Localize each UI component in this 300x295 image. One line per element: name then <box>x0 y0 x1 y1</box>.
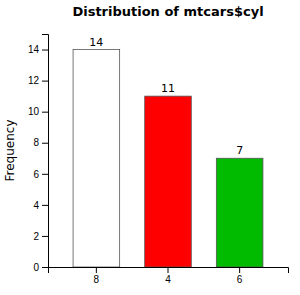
x-tick: 8 <box>94 267 100 285</box>
x-tick-label: 4 <box>165 274 171 285</box>
x-tick-label: 6 <box>237 274 243 285</box>
x-axis: 8 4 6 <box>49 267 289 285</box>
y-tick: 12 <box>28 75 48 86</box>
y-tick-label: 10 <box>28 106 40 117</box>
y-tick-label: 2 <box>33 231 39 242</box>
y-tick-mark <box>42 143 48 144</box>
data-labels: 14 11 7 <box>89 36 243 158</box>
y-axis-title: Frequency <box>3 120 17 182</box>
y-tick-mark <box>42 81 48 82</box>
y-tick: 0 <box>33 262 48 273</box>
y-tick: 4 <box>33 200 48 211</box>
data-label: 14 <box>89 36 103 49</box>
y-tick-label: 0 <box>33 262 39 273</box>
y-axis: 0 2 4 6 8 10 12 14 <box>28 35 49 273</box>
data-label: 11 <box>161 82 175 95</box>
y-tick-mark <box>42 236 48 237</box>
y-tick-mark <box>42 174 48 175</box>
y-tick: 6 <box>33 169 48 180</box>
y-axis-line <box>42 35 49 268</box>
y-tick: 8 <box>33 137 48 148</box>
chart-container: 14 11 7 0 2 4 6 8 10 12 14 8 4 6 Frequency Distribution… <box>0 0 300 295</box>
y-tick-mark <box>42 205 48 206</box>
y-tick-label: 4 <box>33 200 39 211</box>
x-tick-mark <box>239 267 240 273</box>
x-tick: 4 <box>165 267 171 285</box>
bars <box>73 50 263 267</box>
y-tick-mark <box>42 267 48 268</box>
y-tick: 14 <box>28 44 48 55</box>
x-axis-line <box>49 268 289 274</box>
x-tick-mark <box>168 267 169 273</box>
bar <box>73 50 120 267</box>
bar <box>145 96 192 267</box>
y-tick-mark <box>42 112 48 113</box>
x-tick: 6 <box>237 267 243 285</box>
y-tick-label: 14 <box>28 44 40 55</box>
x-tick-mark <box>96 267 97 273</box>
y-tick: 2 <box>33 231 48 242</box>
y-tick-label: 12 <box>28 75 40 86</box>
data-label: 7 <box>236 144 243 157</box>
chart-svg: 14 11 7 0 2 4 6 8 10 12 14 8 4 6 Frequency Distribution… <box>0 0 300 295</box>
y-tick-label: 8 <box>33 137 39 148</box>
chart-title: Distribution of mtcars$cyl <box>72 4 263 19</box>
y-tick: 10 <box>28 106 48 117</box>
y-tick-label: 6 <box>33 169 39 180</box>
bar <box>216 158 263 267</box>
plot-area: 14 11 7 0 2 4 6 8 10 12 14 8 4 6 <box>28 35 289 286</box>
y-tick-mark <box>42 50 48 51</box>
x-tick-label: 8 <box>94 274 100 285</box>
